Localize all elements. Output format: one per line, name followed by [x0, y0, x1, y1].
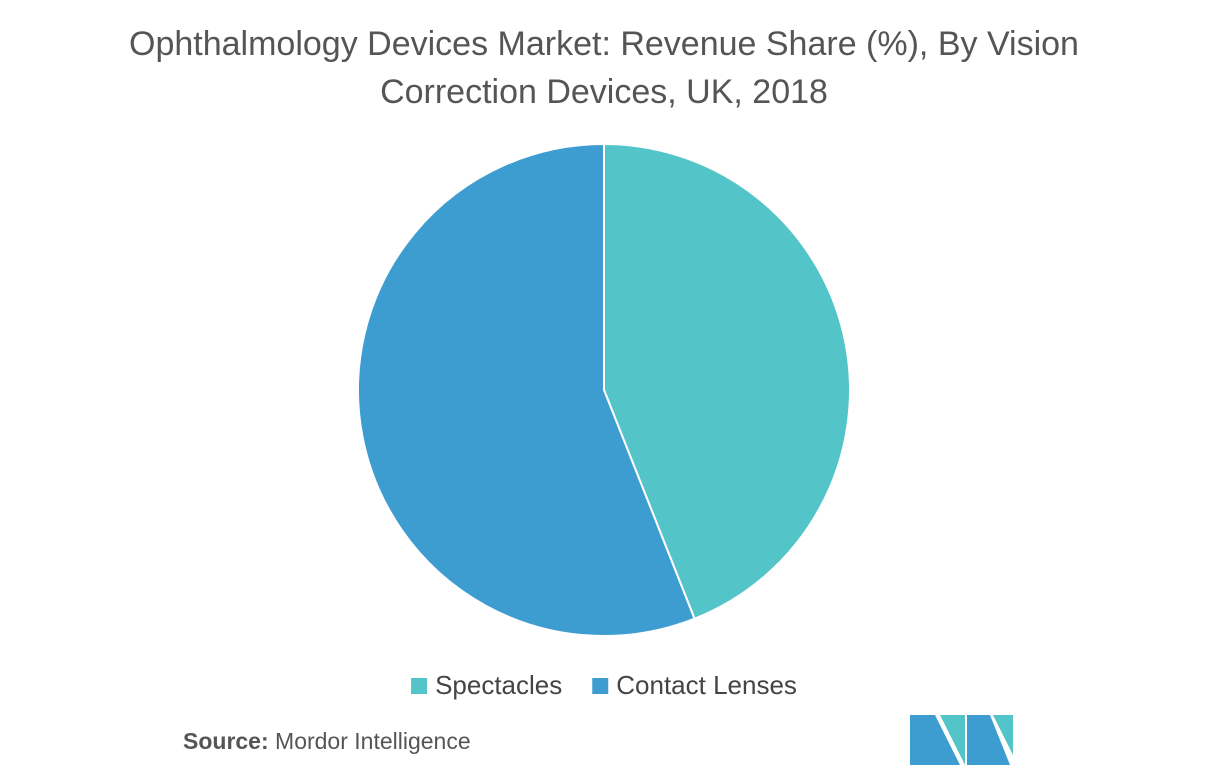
legend-label: Spectacles	[435, 670, 562, 700]
logo-shape	[967, 715, 1010, 765]
source-text: Mordor Intelligence	[275, 728, 471, 754]
logo-shape	[910, 715, 960, 765]
chart-title: Ophthalmology Devices Market: Revenue Sh…	[129, 25, 1079, 111]
legend-label: Contact Lenses	[616, 670, 797, 700]
pie-slice	[357, 142, 696, 637]
legend-swatch	[592, 678, 609, 694]
chart: Spectacles Contact Lenses	[357, 142, 851, 700]
logo-shape	[940, 715, 965, 765]
legend-swatch	[411, 678, 428, 694]
pie-slice	[603, 142, 851, 621]
source-label: Source:	[183, 728, 269, 754]
source: Source: Mordor Intelligence	[183, 728, 471, 755]
logo	[910, 715, 1013, 765]
logo-shape	[993, 715, 1013, 755]
